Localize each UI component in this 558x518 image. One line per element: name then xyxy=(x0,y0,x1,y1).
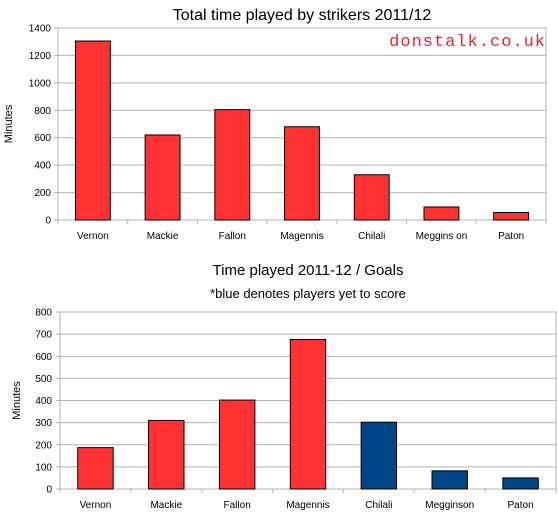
bar-megginson xyxy=(431,470,468,490)
y-tick-label: 800 xyxy=(35,308,52,319)
y-tick-label: 600 xyxy=(34,133,51,144)
y-axis-label: Minutes xyxy=(11,381,23,420)
x-category-label: Mackie xyxy=(150,500,182,511)
y-tick-label: 1400 xyxy=(29,24,52,35)
chart-2: Time played 2011-12 / Goals *blue denotes… xyxy=(11,262,557,511)
bar-mackie xyxy=(148,419,185,490)
chart-title: Time played 2011-12 / Goals xyxy=(213,262,404,279)
x-category-label: Chilali xyxy=(358,231,385,242)
x-category-label: Vernon xyxy=(77,231,109,242)
bar-fallon xyxy=(218,399,256,490)
x-category-label: Chilali xyxy=(365,500,392,511)
y-axis-label: Minutes xyxy=(3,104,15,143)
x-category-label: Magennis xyxy=(280,231,323,242)
bar-chilali xyxy=(360,421,398,490)
y-tick-label: 400 xyxy=(34,161,51,172)
y-tick-label: 0 xyxy=(46,485,52,496)
y-tick-label: 800 xyxy=(34,106,51,117)
x-category-label: Mackie xyxy=(147,231,179,242)
y-tick-label: 500 xyxy=(35,374,52,385)
y-tick-label: 1000 xyxy=(29,78,52,89)
bar-magennis xyxy=(289,338,327,490)
x-category-label: Paton xyxy=(508,500,534,511)
y-tick-label: 100 xyxy=(35,462,52,473)
bar-paton xyxy=(493,211,530,221)
chart-subtitle: *blue denotes players yet to score xyxy=(210,286,406,301)
bar-magennis xyxy=(284,126,320,221)
bar-paton xyxy=(502,477,539,490)
y-tick-label: 200 xyxy=(34,188,51,199)
y-tick-label: 300 xyxy=(35,418,52,429)
y-tick-label: 400 xyxy=(35,396,52,407)
x-category-label: Paton xyxy=(498,231,524,242)
bar-chilali xyxy=(353,174,390,221)
x-category-label: Meggins on xyxy=(416,231,468,242)
chart-1: Total time played by strikers 2011/12 0 20… xyxy=(3,7,547,242)
x-category-label: Fallon xyxy=(224,500,251,511)
bar-fallon xyxy=(214,109,251,221)
x-category-label: Vernon xyxy=(80,500,112,511)
bar-vernon xyxy=(77,447,114,490)
chart-title: Total time played by strikers 2011/12 xyxy=(173,7,432,24)
bar-mackie xyxy=(144,134,181,221)
y-tick-label: 600 xyxy=(35,352,52,363)
x-category-label: Megginson xyxy=(425,500,474,511)
y-tick-label: 1200 xyxy=(29,51,52,62)
bar-vernon xyxy=(74,40,111,221)
y-tick-label: 700 xyxy=(35,330,52,341)
bar-meggins-on xyxy=(423,206,460,221)
x-category-label: Fallon xyxy=(219,231,246,242)
watermark-text: donstalk.co.uk xyxy=(389,33,546,52)
y-tick-label: 200 xyxy=(35,440,52,451)
x-category-label: Magennis xyxy=(286,500,329,511)
y-tick-label: 0 xyxy=(45,216,51,227)
